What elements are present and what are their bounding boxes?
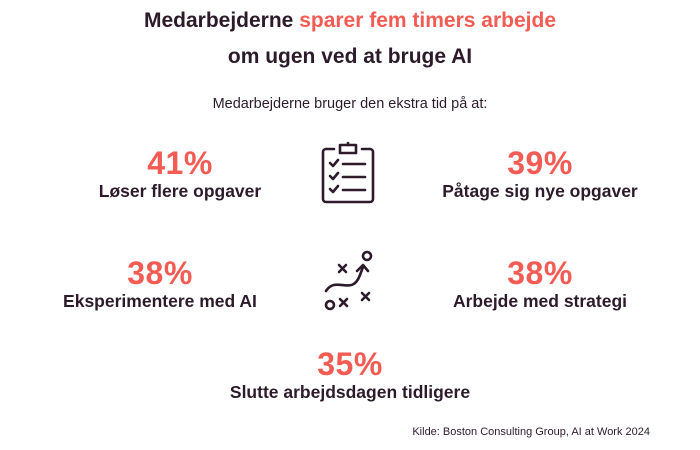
- source-note: Kilde: Boston Consulting Group, AI at Wo…: [412, 426, 650, 438]
- stat-label: Arbejde med strategi: [452, 291, 628, 311]
- stat-value: 38%: [127, 255, 193, 291]
- stat-label: Løser flere opgaver: [98, 181, 262, 201]
- stat-experiment-ai: 38% Eksperimentere med AI: [20, 256, 300, 312]
- stat-label: Eksperimentere med AI: [63, 291, 257, 311]
- title-line-2: om ugen ved at bruge AI: [227, 45, 473, 68]
- stat-value: 35%: [317, 346, 383, 382]
- clipboard-checklist-icon: [321, 141, 375, 204]
- stat-value: 39%: [507, 145, 573, 181]
- title-highlight: sparer fem timers arbejde: [299, 9, 556, 32]
- stat-end-day-earlier: 35% Slutte arbejdsdagen tidligere: [200, 347, 500, 403]
- subtitle: Medarbejderne bruger den ekstra tid på a…: [212, 96, 488, 112]
- stat-take-new-tasks: 39% Påtage sig nye opgaver: [400, 146, 680, 202]
- title-line-1: Medarbejderne sparer fem timers arbejde: [0, 9, 700, 33]
- stat-value: 38%: [507, 255, 573, 291]
- strategy-playbook-icon: [324, 250, 373, 311]
- stat-label: Slutte arbejdsdagen tidligere: [229, 382, 471, 402]
- stat-label: Påtage sig nye opgaver: [442, 181, 638, 201]
- title-part-1: Medarbejderne: [143, 9, 300, 32]
- stat-work-strategy: 38% Arbejde med strategi: [400, 256, 680, 312]
- stat-solve-more-tasks: 41% Løser flere opgaver: [40, 146, 320, 202]
- stat-value: 41%: [147, 145, 213, 181]
